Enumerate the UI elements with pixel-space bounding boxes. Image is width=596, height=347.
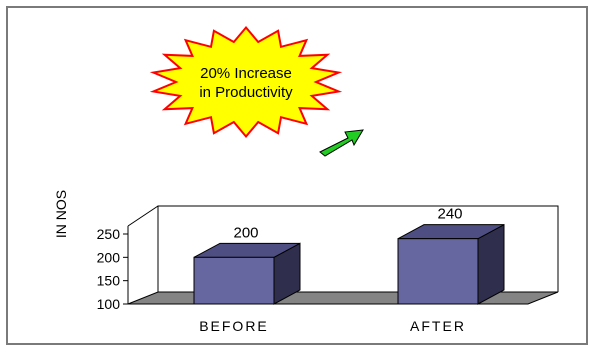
bar-front	[193, 256, 275, 305]
y-axis: 100 150 200 250	[97, 225, 129, 312]
y-axis-title: IN NOS	[53, 190, 69, 238]
bars	[193, 223, 505, 305]
data-label: 200	[233, 224, 258, 241]
y-tick-label: 100	[97, 296, 121, 312]
bar-front	[397, 238, 479, 305]
y-tick-label: 150	[97, 273, 121, 289]
data-labels: 200 240	[233, 206, 462, 242]
bar-after	[397, 223, 505, 305]
bar-before	[193, 242, 301, 305]
y-tick-label: 200	[97, 249, 121, 265]
data-label: 240	[437, 206, 462, 223]
x-axis: BEFORE AFTER	[199, 318, 466, 334]
y-tick-label: 250	[97, 226, 121, 242]
x-tick-label: AFTER	[410, 318, 466, 334]
callout: 20% Increase in Productivity	[149, 25, 364, 157]
callout-text-line: in Productivity	[199, 84, 293, 101]
side-wall-top-edge	[127, 205, 159, 227]
growth-arrow-icon	[319, 129, 364, 157]
callout-text-line: 20% Increase	[200, 65, 292, 82]
starburst-shape	[149, 25, 343, 139]
bar-chart: 100 150 200 250 BEFORE AFTER 200 240 20% Incr…	[53, 25, 559, 334]
x-tick-label: BEFORE	[199, 318, 269, 334]
back-wall	[157, 205, 559, 292]
chart-frame: 100 150 200 250 BEFORE AFTER 200 240 20% Incr…	[6, 6, 588, 345]
